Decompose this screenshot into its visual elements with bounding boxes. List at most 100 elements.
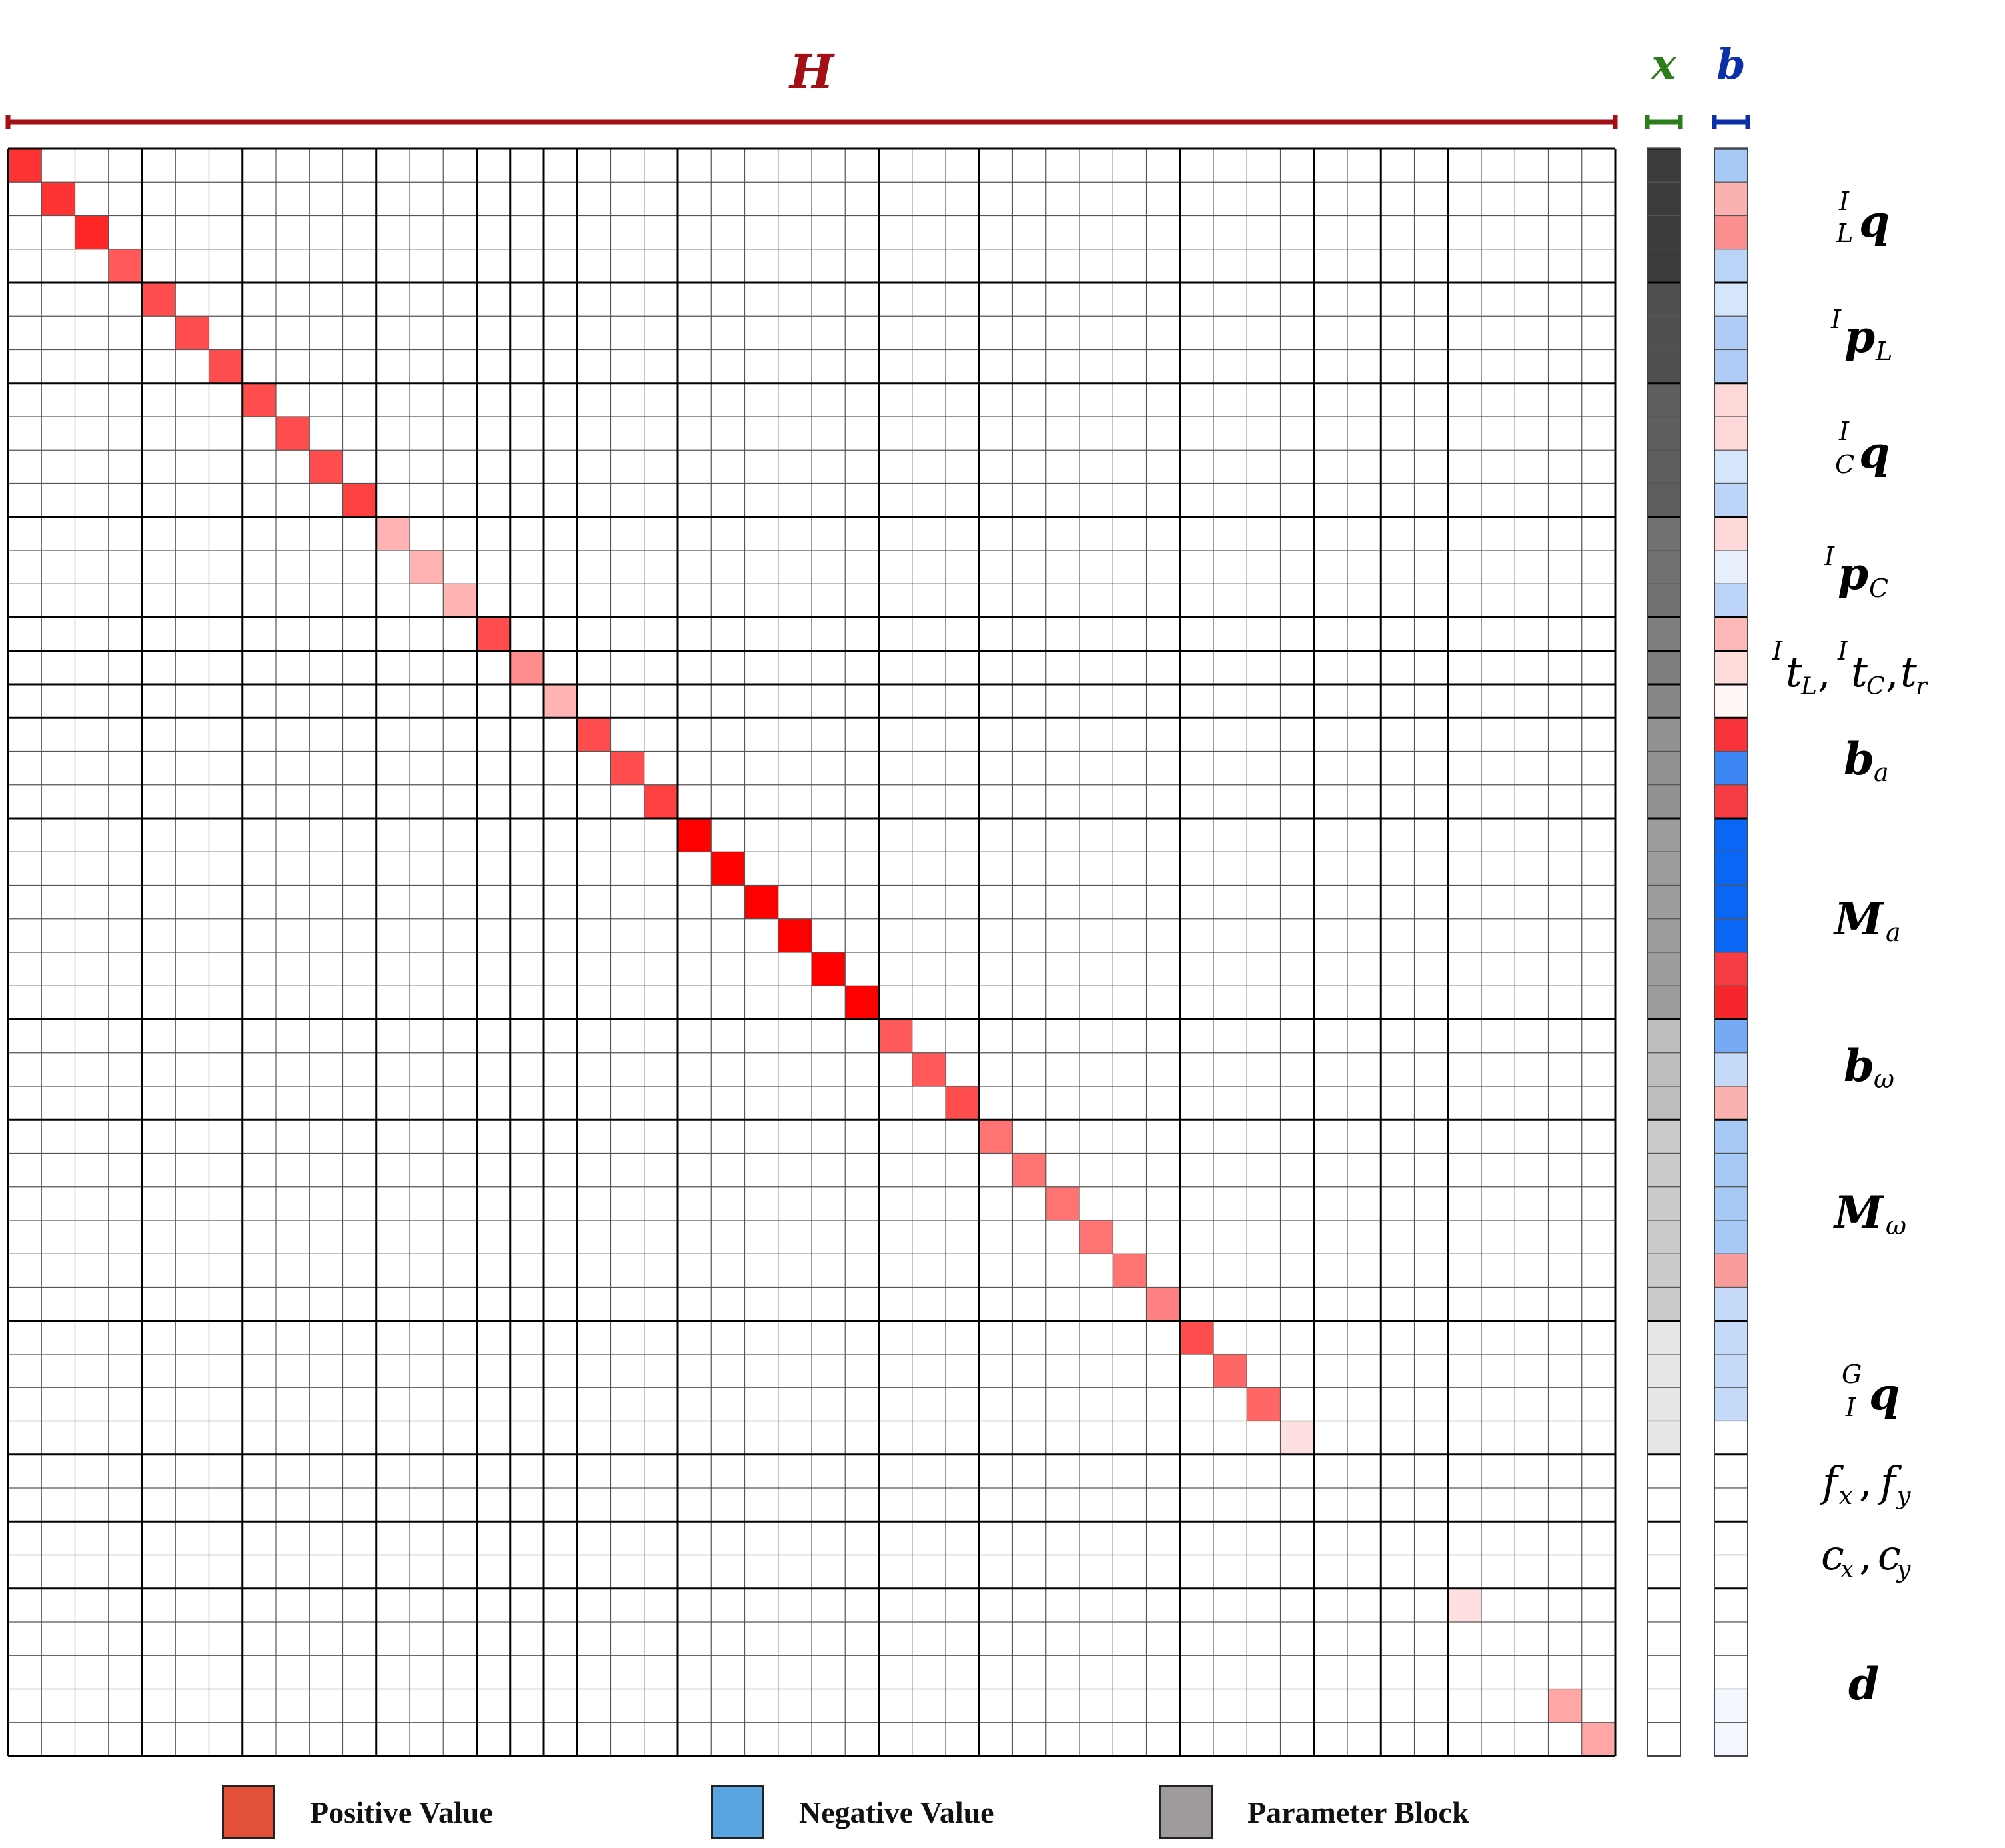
svg-text:x: x (1840, 1556, 1854, 1583)
svg-text:,: , (1886, 648, 1899, 696)
vector-cell (1647, 884, 1681, 920)
vector-cell (1714, 1320, 1748, 1355)
x-title: x (1651, 40, 1677, 89)
vector-cell (1647, 1454, 1681, 1489)
svg-text:I: I (1838, 417, 1850, 446)
diagonal-cell (242, 383, 276, 417)
vector-cell (1714, 918, 1748, 953)
vector-cell (1714, 516, 1748, 551)
vector-cell (1647, 1320, 1681, 1355)
vector-cell (1647, 1086, 1681, 1120)
vector-cell (1714, 684, 1748, 718)
vector-cell (1647, 717, 1681, 752)
row-label-d: d (1848, 1658, 1879, 1710)
vector-cell (1647, 416, 1681, 451)
vector-cell (1714, 818, 1748, 852)
vector-cell (1647, 1018, 1681, 1054)
parameter-swatch (1159, 1785, 1213, 1839)
diagonal-cell (108, 249, 142, 283)
vector-cell (1647, 249, 1681, 283)
vector-cell (1647, 1420, 1681, 1455)
diagonal-cell (878, 1019, 912, 1053)
svg-text:p: p (1838, 548, 1868, 600)
diagonal-cell (342, 483, 376, 517)
positive-swatch (222, 1785, 275, 1839)
diagonal-cell (1079, 1220, 1113, 1254)
vector-cell (1714, 1286, 1748, 1322)
vector-cell (1647, 1554, 1681, 1589)
legend-parameter: Parameter Block (1159, 1785, 1469, 1839)
svg-text:,: , (1859, 1531, 1872, 1579)
vector-cell (1647, 349, 1681, 384)
row-label-cx-cy: c x , c y (1821, 1531, 1911, 1583)
vector-cell (1714, 1052, 1748, 1087)
svg-text:L: L (1836, 219, 1853, 248)
svg-text:x: x (1839, 1483, 1852, 1510)
matrix-cell (1447, 1588, 1481, 1622)
svg-text:C: C (1835, 450, 1854, 479)
vector-cell (1647, 1286, 1681, 1322)
svg-text:q: q (1859, 195, 1890, 247)
svg-text:a: a (1886, 918, 1901, 947)
svg-text:I: I (1772, 636, 1783, 666)
vector-cell (1647, 1186, 1681, 1221)
row-label-IL-q: I L q (1836, 187, 1890, 248)
vector-cell (1647, 482, 1681, 518)
vector-cell (1647, 1655, 1681, 1690)
legend-parameter-label: Parameter Block (1247, 1795, 1469, 1829)
vector-cell (1714, 1487, 1748, 1522)
vector-cell (1714, 1655, 1748, 1690)
vector-cell (1647, 818, 1681, 852)
vector-cell (1647, 1487, 1681, 1522)
vector-cell (1647, 550, 1681, 584)
vector-cell (1647, 918, 1681, 953)
vector-cell (1714, 1018, 1748, 1054)
svg-text:I: I (1845, 1393, 1856, 1422)
vector-cell (1647, 315, 1681, 351)
diagonal-cell (410, 550, 444, 584)
vector-cell (1714, 416, 1748, 451)
vector-cell (1714, 650, 1748, 685)
vector-cell (1714, 1387, 1748, 1422)
vector-cell (1714, 1688, 1748, 1723)
diagonal-cell (75, 215, 109, 249)
diagonal-cell (1247, 1387, 1281, 1421)
svg-text:r: r (1916, 673, 1928, 700)
diagonal-cell (8, 149, 42, 183)
vector-cell (1647, 851, 1681, 886)
diagonal-cell (1280, 1421, 1314, 1455)
diagonal-cell (845, 986, 879, 1020)
vector-cell (1714, 583, 1748, 618)
hessian-matrix (7, 147, 1617, 1757)
row-label-IC-q: I C q (1835, 417, 1890, 479)
diagonal-cell (544, 684, 578, 718)
diagonal-cell (1113, 1254, 1147, 1288)
vector-cell (1647, 516, 1681, 551)
diagonal-cell (812, 952, 846, 986)
vector-cell (1714, 1152, 1748, 1188)
matrix-cell (1581, 1722, 1615, 1756)
svg-text:t: t (1900, 648, 1917, 696)
row-label-times: I t L , I t C , t r (1772, 636, 1928, 700)
diagonal-cell (912, 1052, 946, 1086)
vector-cell (1647, 750, 1681, 786)
x-vector (1647, 147, 1681, 1757)
svg-text:I: I (1824, 542, 1835, 571)
diagonal-cell (443, 584, 477, 618)
diagonal-cell (778, 918, 812, 952)
diagonal-cell (142, 283, 176, 317)
svg-text:d: d (1848, 1658, 1879, 1710)
vector-cell (1647, 1722, 1681, 1757)
vector-cell (1714, 148, 1748, 183)
vector-cell (1714, 884, 1748, 920)
diagonal-cell (276, 417, 310, 451)
matrix-cell (1548, 1689, 1582, 1723)
vector-cell (1714, 985, 1748, 1020)
vector-cell (1714, 315, 1748, 351)
vector-cell (1714, 349, 1748, 384)
vector-cell (1647, 1253, 1681, 1288)
vector-cell (1714, 449, 1748, 484)
vector-cell (1714, 851, 1748, 886)
vector-cell (1714, 1119, 1748, 1154)
diagonal-cell (209, 349, 243, 383)
